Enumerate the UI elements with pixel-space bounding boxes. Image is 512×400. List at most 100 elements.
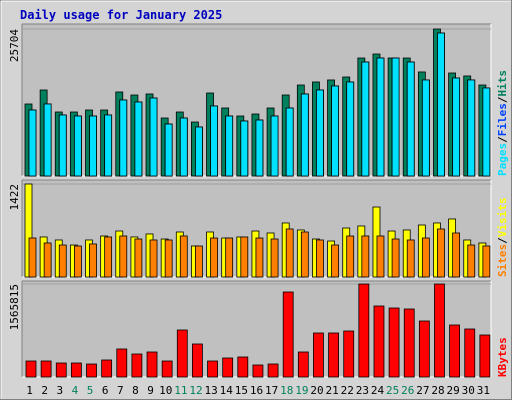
bar <box>176 329 188 378</box>
bar <box>58 114 67 177</box>
bar <box>285 228 294 278</box>
bar <box>89 115 97 177</box>
bar <box>131 353 143 378</box>
bar <box>119 235 128 278</box>
x-tick-label: 16 <box>250 384 263 397</box>
bar <box>482 87 491 177</box>
x-tick-label: 26 <box>401 384 414 397</box>
legend: KBytes <box>496 337 509 377</box>
legend: Sites/Visits <box>496 198 509 278</box>
bar <box>146 351 158 378</box>
x-tick-label: 15 <box>235 384 248 397</box>
bar <box>240 120 249 177</box>
bar <box>179 235 188 278</box>
bar <box>270 238 279 278</box>
bar <box>464 328 476 378</box>
bar <box>267 363 279 378</box>
x-tick-label: 17 <box>265 384 278 397</box>
bar <box>164 239 173 278</box>
x-tick-label: 21 <box>326 384 339 397</box>
bar <box>149 239 158 278</box>
bar <box>207 360 218 378</box>
bar <box>104 236 113 278</box>
bar <box>346 235 355 278</box>
x-tick-label: 2 <box>41 384 48 397</box>
bar <box>406 61 415 177</box>
bar <box>116 348 128 378</box>
legend-entry: Sites <box>496 244 509 277</box>
x-tick-label: 24 <box>371 384 385 397</box>
bar <box>343 330 355 378</box>
bar <box>240 236 249 278</box>
bar <box>437 228 445 278</box>
x-tick-label: 1 <box>26 384 33 397</box>
x-tick-label: 13 <box>204 384 217 397</box>
bar <box>70 362 82 378</box>
bar <box>391 57 400 177</box>
x-tick-label: 28 <box>431 384 444 397</box>
bar <box>285 107 294 177</box>
legend-entry: Files <box>496 103 509 136</box>
bar <box>388 307 400 378</box>
bar <box>482 245 491 278</box>
bar <box>43 103 52 177</box>
bar <box>134 238 143 278</box>
bar <box>195 245 203 278</box>
bar <box>210 237 218 278</box>
bar <box>376 235 385 278</box>
bar <box>437 32 445 177</box>
bar <box>58 244 67 278</box>
bar <box>282 291 294 378</box>
bar <box>119 99 128 177</box>
bar <box>28 237 37 278</box>
x-tick-label: 20 <box>310 384 323 397</box>
bar <box>391 238 400 278</box>
x-tick-label: 30 <box>462 384 475 397</box>
bar <box>55 362 67 378</box>
bar <box>452 232 461 278</box>
bar <box>86 363 97 378</box>
bar <box>373 305 385 378</box>
bar <box>316 89 324 177</box>
legend-entry: KBytes <box>496 337 509 377</box>
legend: Pages/Files/Hits <box>496 70 509 176</box>
bar <box>164 123 173 177</box>
bar <box>252 364 264 378</box>
bar <box>361 61 370 177</box>
bar <box>149 97 158 177</box>
x-tick-label: 25 <box>386 384 399 397</box>
x-tick-label: 7 <box>117 384 124 397</box>
bar <box>300 231 309 278</box>
x-tick-label: 5 <box>87 384 94 397</box>
bar <box>73 115 82 177</box>
bar <box>270 115 279 177</box>
y-tick-label: 1422 <box>8 184 21 211</box>
bar <box>418 320 430 378</box>
bar <box>421 79 430 177</box>
x-tick-label: 18 <box>280 384 293 397</box>
x-tick-label: 29 <box>447 384 460 397</box>
bar <box>179 117 188 177</box>
legend-separator: / <box>496 136 509 143</box>
x-tick-label: 4 <box>72 384 79 397</box>
legend-entry: Visits <box>496 198 509 238</box>
x-tick-label: 9 <box>147 384 154 397</box>
bar <box>467 79 476 177</box>
bar <box>24 183 33 278</box>
x-tick-label: 14 <box>220 384 234 397</box>
bar <box>346 81 355 177</box>
y-tick-label: 1565815 <box>8 284 21 330</box>
bar <box>434 283 445 378</box>
x-tick-label: 6 <box>102 384 109 397</box>
bar <box>25 360 37 378</box>
bar <box>452 77 461 177</box>
bar <box>403 308 415 378</box>
legend-entry: Pages <box>496 143 509 176</box>
bar <box>449 324 461 378</box>
bar <box>328 332 339 378</box>
bar <box>40 360 52 378</box>
bar <box>195 126 203 177</box>
bar <box>43 242 52 278</box>
bar <box>28 109 37 177</box>
bar <box>134 101 143 177</box>
